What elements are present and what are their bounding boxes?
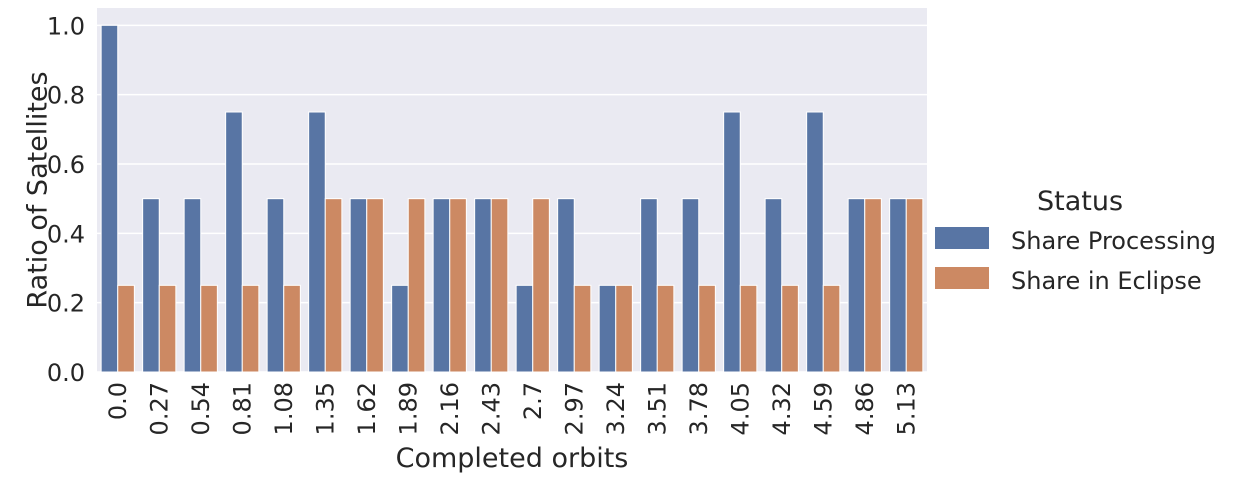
bar-share-processing: [847, 198, 866, 373]
bar-share-processing: [640, 198, 658, 373]
y-tick-label: 0.0: [47, 359, 85, 387]
bar-share-processing: [557, 198, 575, 373]
x-tick-label: 2.97: [560, 382, 588, 435]
bar-share-processing: [723, 111, 741, 373]
x-axis-label: Completed orbits: [396, 443, 629, 474]
x-tick-label: 0.81: [228, 382, 256, 435]
bar-share-in-eclipse: [864, 198, 882, 373]
y-tick-labels: 0.0 0.2 0.4 0.6 0.8 1.0: [47, 12, 85, 387]
y-tick-label: 0.6: [47, 151, 85, 179]
bar-share-in-eclipse: [490, 198, 509, 373]
bar-share-processing: [889, 198, 907, 373]
bar-share-in-eclipse: [739, 284, 758, 373]
bar-share-in-eclipse: [698, 284, 716, 373]
y-tick-label: 0.4: [47, 220, 85, 248]
y-tick-label: 0.2: [47, 290, 85, 318]
x-tick-label: 3.24: [602, 382, 630, 435]
x-tick-label: 1.62: [353, 382, 381, 435]
bar-share-processing: [391, 284, 409, 373]
y-tick-label: 0.8: [47, 82, 85, 110]
bar-share-in-eclipse: [615, 284, 633, 373]
y-tick-label: 1.0: [47, 12, 85, 40]
bar-share-in-eclipse: [781, 284, 799, 373]
bar-share-processing: [225, 111, 243, 373]
x-tick-label: 3.51: [643, 382, 671, 435]
bar-share-in-eclipse: [656, 284, 675, 373]
bar-share-in-eclipse: [407, 198, 426, 373]
x-tick-label: 1.35: [311, 382, 339, 435]
bar-share-in-eclipse: [200, 284, 218, 373]
bar-share-in-eclipse: [905, 198, 924, 373]
x-tick-labels: 0.0 0.27 0.54 0.81 1.08 1.35 1.62 1.89 2.16 2.43 2…: [104, 382, 921, 435]
x-tick-label: 4.32: [768, 382, 796, 435]
bar-share-in-eclipse: [449, 198, 467, 373]
bar-share-processing: [100, 24, 119, 373]
bar-share-in-eclipse: [158, 284, 177, 373]
bar-share-processing: [764, 198, 783, 373]
legend: Status Share Processing Share in Eclipse: [935, 186, 1216, 295]
x-tick-label: 4.59: [809, 382, 837, 435]
legend-swatch-share-in-eclipse: [935, 267, 989, 289]
bar-share-in-eclipse: [822, 284, 841, 373]
bar-share-processing: [142, 198, 160, 373]
legend-swatch-share-processing: [935, 227, 989, 249]
x-tick-label: 0.54: [187, 382, 215, 435]
legend-label-share-in-eclipse: Share in Eclipse: [1011, 267, 1202, 295]
bar-share-processing: [681, 198, 700, 373]
plot-background: [97, 8, 927, 372]
x-tick-label: 3.78: [685, 382, 713, 435]
x-tick-label: 2.7: [519, 382, 547, 420]
x-tick-label: 0.27: [145, 382, 173, 435]
x-tick-label: 1.08: [270, 382, 298, 435]
x-tick-label: 2.16: [436, 382, 464, 435]
bar-share-processing: [432, 198, 451, 373]
y-axis-label: Ratio of Satellites: [22, 71, 53, 308]
x-tick-label: 1.89: [394, 382, 422, 435]
bar-share-processing: [308, 111, 326, 373]
x-tick-label: 4.86: [851, 382, 879, 435]
x-tick-label: 0.0: [104, 382, 132, 420]
x-tick-label: 4.05: [726, 382, 754, 435]
bar-share-in-eclipse: [532, 198, 550, 373]
bar-share-processing: [183, 198, 202, 373]
bar-share-processing: [806, 111, 824, 373]
bar-share-processing: [598, 284, 617, 373]
legend-label-share-processing: Share Processing: [1011, 227, 1216, 255]
bar-share-in-eclipse: [366, 198, 384, 373]
bar-share-in-eclipse: [324, 198, 343, 373]
bar-share-processing: [474, 198, 492, 373]
x-tick-label: 5.13: [892, 382, 920, 435]
x-tick-label: 2.43: [477, 382, 505, 435]
bar-share-in-eclipse: [117, 284, 135, 373]
legend-title: Status: [1037, 186, 1123, 217]
bar-share-in-eclipse: [573, 284, 592, 373]
bar-share-in-eclipse: [283, 284, 301, 373]
bar-share-processing: [349, 198, 368, 373]
bar-share-processing: [515, 284, 534, 373]
bar-share-processing: [266, 198, 285, 373]
bar-share-in-eclipse: [241, 284, 260, 373]
bars: [100, 24, 924, 373]
